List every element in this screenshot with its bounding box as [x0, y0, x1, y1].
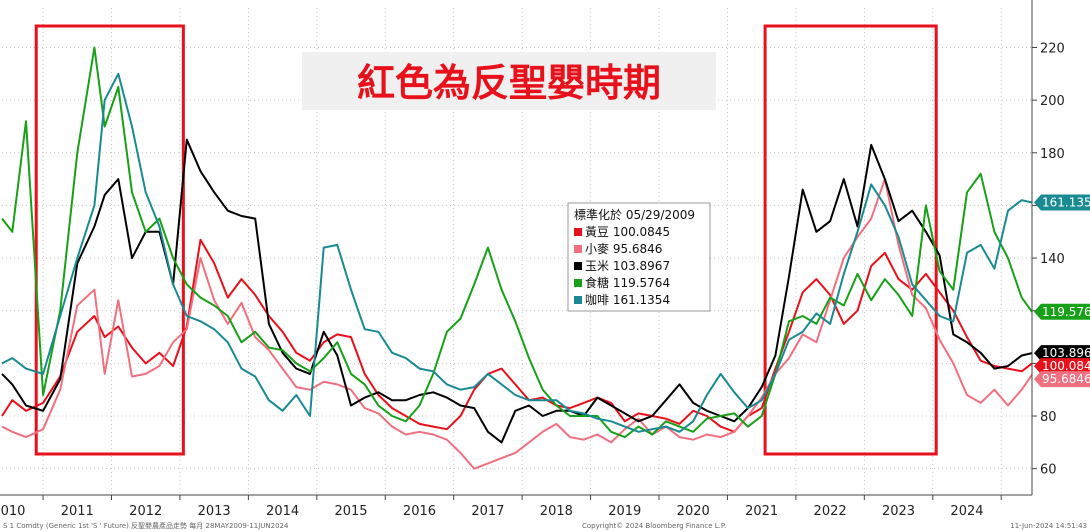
last-value-tag-玉米: 103.8967: [1034, 345, 1090, 362]
last-value-tag-食糖: 119.5764: [1034, 303, 1090, 320]
legend-entry: 小麥 95.6846: [585, 242, 662, 256]
series-line-小麥: [1, 178, 1033, 470]
timestamp-footer: 11-Jun-2024 14:51:43: [1010, 522, 1087, 530]
last-value-tag-咖啡: 161.1354: [1034, 194, 1090, 211]
x-tick-label: 2022: [814, 504, 847, 519]
series-line-食糖: [1, 46, 1033, 439]
series-line-黃豆: [1, 238, 1033, 433]
y-tick-label: 140: [1040, 252, 1065, 267]
x-tick-label: 2020: [677, 504, 710, 519]
legend-swatch: [574, 262, 582, 270]
legend-swatch: [574, 296, 582, 304]
x-tick-label: 2018: [540, 504, 573, 519]
last-value-tag-小麥: 95.6846: [1034, 371, 1090, 388]
last-value-tag-黃豆: 100.0845: [1034, 358, 1090, 375]
x-tick-label: 2010: [0, 504, 25, 519]
legend-title: 標準化於 05/29/2009: [574, 207, 695, 222]
x-tick-label: 2023: [882, 504, 915, 519]
series-line-咖啡: [1, 72, 1033, 433]
x-tick-label: 2015: [334, 504, 367, 519]
last-value-tags: 161.1354 119.5764 103.8967100.084595.6846: [1034, 194, 1090, 388]
last-value-tag-text: 161.1354: [1042, 196, 1090, 210]
last-value-tag-bg: [1034, 371, 1090, 388]
legend-entry: 咖啡 161.1354: [585, 292, 670, 307]
annotation-box: 紅色為反聖嬰時期: [302, 52, 716, 110]
y-tick-label: 220: [1040, 41, 1065, 56]
x-tick-label: 2012: [129, 504, 162, 519]
legend-swatch: [574, 228, 582, 236]
last-value-tag-text: 103.8967: [1042, 346, 1090, 360]
y-tick-label: 200: [1040, 94, 1065, 109]
legend-box: [567, 202, 711, 312]
x-tick-label: 2024: [950, 504, 983, 519]
x-tick-label: 2014: [266, 504, 299, 519]
last-value-tag-text: 100.0845: [1042, 359, 1090, 373]
legend-entry: 食糖 119.5764: [585, 275, 670, 290]
last-value-tag-text: 119.5764: [1042, 305, 1090, 319]
series-lines: [1, 46, 1033, 470]
x-tick-label: 2019: [608, 504, 641, 519]
last-value-tag-text: 95.6846: [1042, 372, 1090, 386]
last-value-tag-bg: [1034, 345, 1090, 362]
la-nina-period-box: [763, 24, 938, 456]
legend-swatch: [574, 279, 582, 287]
la-nina-period-box: [34, 24, 185, 456]
last-value-tag-bg: [1034, 194, 1090, 211]
y-tick-label: 180: [1040, 147, 1065, 162]
source-footer: S 1 Comdty (Generic 1st 'S ' Future) 反聖嬰…: [3, 521, 289, 530]
series-line-玉米: [1, 138, 1033, 444]
last-value-tag-bg: [1034, 303, 1090, 320]
y-tick-label: 80: [1040, 410, 1057, 425]
legend-swatch: [574, 245, 582, 253]
legend-entry: 黃豆 100.0845: [585, 225, 670, 239]
copyright-footer: Copyright© 2024 Bloomberg Finance L.P.: [582, 522, 726, 530]
legend: 標準化於 05/29/2009 黃豆 100.0845 小麥 95.6846 玉米 1…: [567, 202, 711, 312]
x-tick-label: 2013: [198, 504, 231, 519]
y-tick-label: 60: [1040, 463, 1057, 478]
legend-entry: 玉米 103.8967: [585, 259, 670, 273]
x-tick-label: 2017: [471, 504, 504, 519]
la-nina-highlight-boxes: [34, 24, 938, 456]
x-tick-label: 2011: [61, 504, 94, 519]
x-tick-label: 2016: [403, 504, 436, 519]
last-value-tag-bg: [1034, 358, 1090, 375]
x-tick-label: 2021: [745, 504, 778, 519]
annotation-text: 紅色為反聖嬰時期: [357, 61, 661, 105]
